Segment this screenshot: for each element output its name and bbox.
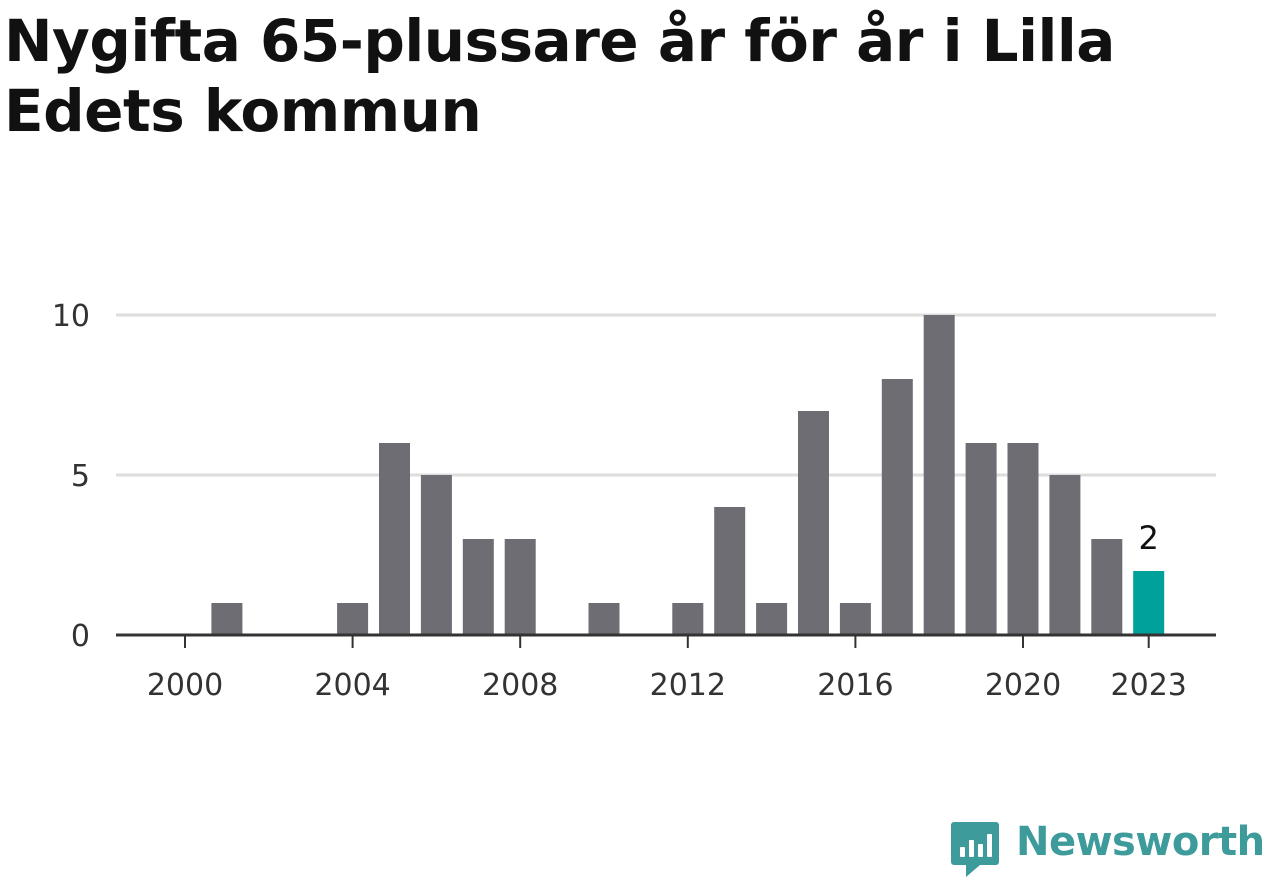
- bar: [1007, 443, 1039, 635]
- newsworthy-logo-icon: [951, 822, 999, 877]
- bar: [672, 603, 704, 635]
- x-tick-label: 2004: [314, 668, 390, 703]
- bar: [881, 379, 913, 635]
- bar: [756, 603, 788, 635]
- brand-name: Newsworthy: [1016, 819, 1262, 865]
- bar: [923, 315, 955, 635]
- x-tick-label: 2016: [817, 668, 893, 703]
- bar: [965, 443, 997, 635]
- x-tick-label: 2008: [482, 668, 558, 703]
- bar: [504, 539, 536, 635]
- bars: [211, 315, 1165, 635]
- y-tick-label: 0: [71, 619, 90, 654]
- bar-highlight: [1133, 571, 1165, 635]
- y-tick-label: 5: [71, 459, 90, 494]
- x-tick-label: 2000: [147, 668, 223, 703]
- bar: [714, 507, 746, 635]
- bar: [1091, 539, 1123, 635]
- highlight-value-label: 2: [1139, 519, 1159, 557]
- gridlines: [116, 313, 1216, 477]
- bar: [337, 603, 369, 635]
- labels: 0 5 10 2000 2004 2008 2012 2016 2020 2023 2: [52, 299, 1187, 703]
- newsworthy-logo: Newsworthy: [950, 818, 1262, 880]
- y-tick-label: 10: [52, 299, 90, 334]
- x-tick-label: 2020: [985, 668, 1061, 703]
- chart-title: Nygifta 65-plussare år för år i Lilla Ed…: [4, 7, 1115, 145]
- bar: [798, 411, 829, 635]
- x-tick-label: 2023: [1111, 668, 1187, 703]
- bar: [211, 603, 243, 635]
- bar: [420, 475, 452, 635]
- bar: [839, 603, 871, 635]
- bar: [379, 443, 410, 635]
- bar: [1049, 475, 1081, 635]
- bar: [588, 603, 620, 635]
- bar: [462, 539, 494, 635]
- x-tick-label: 2012: [650, 668, 726, 703]
- x-axis: [116, 633, 1216, 648]
